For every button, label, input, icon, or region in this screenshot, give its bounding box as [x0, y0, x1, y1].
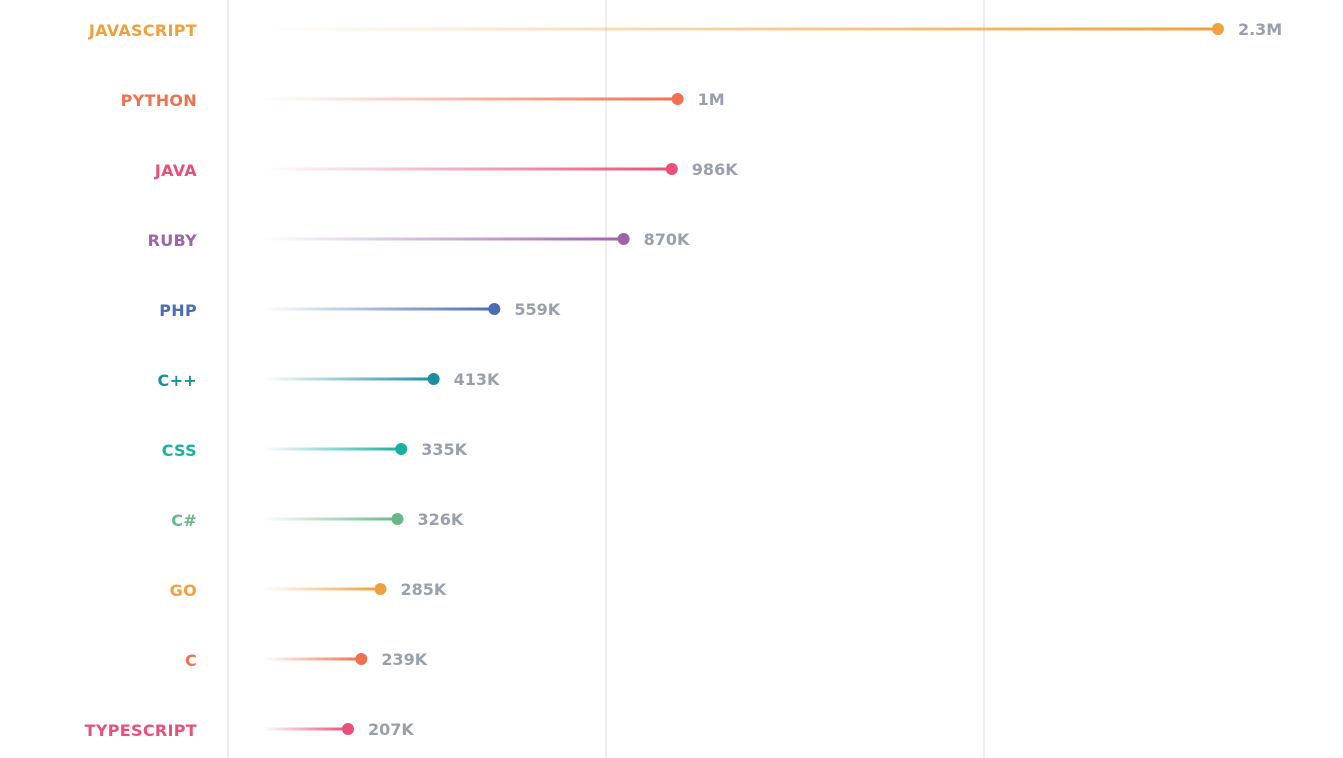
- chart-row: CSS 335K: [162, 440, 468, 460]
- chart-row: C++ 413K: [158, 370, 501, 390]
- lollipop-dot: [617, 233, 630, 245]
- category-label: CSS: [162, 441, 197, 460]
- value-label: 1M: [698, 90, 725, 109]
- category-label: RUBY: [148, 231, 198, 250]
- value-label: 335K: [421, 440, 467, 459]
- category-label: C#: [171, 511, 197, 530]
- value-label: 2.3M: [1238, 20, 1282, 39]
- chart-row: JAVA 986K: [154, 160, 738, 180]
- chart-row: RUBY 870K: [148, 230, 690, 250]
- chart-row: C# 326K: [171, 510, 464, 530]
- category-label: TYPESCRIPT: [85, 721, 197, 740]
- value-label: 870K: [644, 230, 690, 249]
- category-label: C: [185, 651, 197, 670]
- lollipop-dot: [671, 93, 684, 105]
- grid-lines: [227, 0, 985, 758]
- chart-row: GO 285K: [170, 580, 447, 600]
- chart-row: PHP 559K: [159, 300, 560, 320]
- chart-row: JAVASCRIPT 2.3M: [88, 20, 1282, 40]
- chart-row: TYPESCRIPT 207K: [85, 720, 415, 740]
- category-label: C++: [158, 371, 197, 390]
- category-label: PHP: [159, 301, 197, 320]
- value-label: 285K: [400, 580, 446, 599]
- lollipop-dot: [342, 723, 355, 735]
- lollipop-dot: [1211, 23, 1224, 35]
- lollipop-dot: [374, 583, 387, 595]
- value-label: 986K: [692, 160, 738, 179]
- category-label: GO: [170, 581, 197, 600]
- lollipop-dot: [355, 653, 368, 665]
- value-label: 413K: [454, 370, 500, 389]
- value-label: 326K: [417, 510, 463, 529]
- value-label: 559K: [514, 300, 560, 319]
- category-label: PYTHON: [121, 91, 197, 110]
- chart-row: PYTHON 1M: [121, 90, 725, 110]
- category-label: JAVASCRIPT: [88, 21, 197, 40]
- value-label: 207K: [368, 720, 414, 739]
- category-label: JAVA: [154, 161, 197, 180]
- lollipop-series: JAVASCRIPT 2.3M PYTHON 1M JAVA 986K RUBY 870K PH…: [85, 20, 1283, 740]
- lollipop-dot: [665, 163, 678, 175]
- lollipop-dot: [391, 513, 404, 525]
- chart-row: C 239K: [185, 650, 428, 670]
- value-label: 239K: [381, 650, 427, 669]
- lollipop-dot: [395, 443, 408, 455]
- lollipop-dot: [488, 303, 501, 315]
- lollipop-dot: [427, 373, 440, 385]
